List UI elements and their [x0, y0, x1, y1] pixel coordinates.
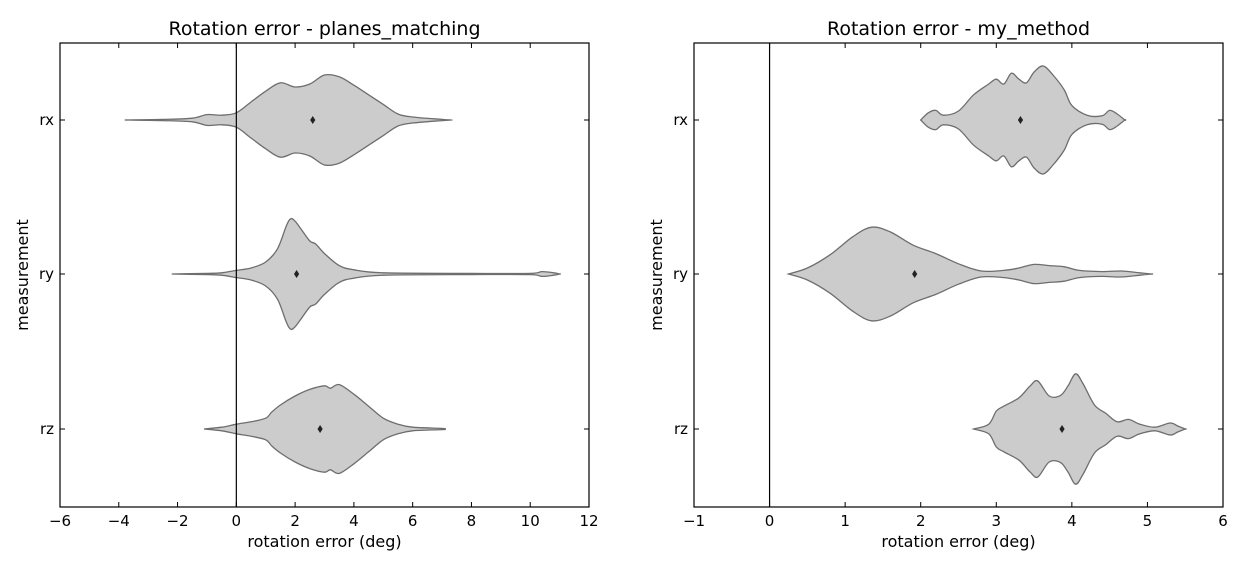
median-marker-rx: [1017, 116, 1024, 124]
x-tick-label: 10: [521, 512, 540, 530]
x-axis-label: rotation error (deg): [247, 532, 401, 551]
x-tick-label: 2: [290, 512, 300, 530]
x-tick-label: 0: [765, 512, 775, 530]
x-tick-label: 2: [916, 512, 926, 530]
violin-ry: [786, 226, 1154, 322]
panel-my-method: −1 0 1 2 3 4 5 6 rx ry rz Rotation error - my_metho…: [647, 18, 1228, 551]
x-tick-label: 1: [840, 512, 850, 530]
violin-rx: [919, 65, 1127, 175]
violin-ry: [171, 217, 561, 331]
y-axis-label: measurement: [13, 219, 32, 331]
x-tick-label: 8: [467, 512, 477, 530]
median-marker-ry: [293, 270, 300, 278]
x-axis-label: rotation error (deg): [881, 532, 1035, 551]
x-tick-label: 6: [408, 512, 418, 530]
median-marker-rx: [310, 116, 316, 124]
plot-frame: [693, 42, 1224, 508]
y-category-label-rz: rz: [40, 420, 54, 438]
chart-title: Rotation error - planes_matching: [168, 18, 480, 40]
x-tick-label: 6: [1218, 512, 1228, 530]
x-tick-label: −1: [683, 512, 705, 530]
median-marker-ry: [912, 270, 918, 278]
median-marker-rz: [317, 425, 323, 433]
y-category-label-ry: ry: [673, 265, 688, 283]
chart-title: Rotation error - my_method: [827, 18, 1090, 40]
violin-rz: [971, 373, 1187, 485]
violin-rz: [203, 383, 447, 475]
x-tick-label: −2: [166, 512, 188, 530]
y-category-label-rx: rx: [39, 111, 54, 129]
violin-rx: [124, 73, 453, 167]
median-marker-rz: [1059, 425, 1065, 433]
x-tick-label: 5: [1143, 512, 1153, 530]
x-tick-label: −6: [49, 512, 71, 530]
panel-planes-matching: −6 −4 −2 0 2 4 6 8 10 12 rx ry rz Rotation error - pl…: [13, 18, 599, 551]
y-category-label-rz: rz: [674, 420, 688, 438]
x-tick-label: 4: [1067, 512, 1077, 530]
x-tick-label: 4: [349, 512, 359, 530]
x-tick-label: 3: [992, 512, 1002, 530]
x-tick-label: 0: [232, 512, 242, 530]
y-category-label-ry: ry: [39, 265, 54, 283]
plot-frame: [59, 42, 590, 508]
y-category-label-rx: rx: [673, 111, 688, 129]
x-tick-label: 12: [579, 512, 598, 530]
y-axis-label: measurement: [647, 219, 666, 331]
x-tick-label: −4: [108, 512, 130, 530]
